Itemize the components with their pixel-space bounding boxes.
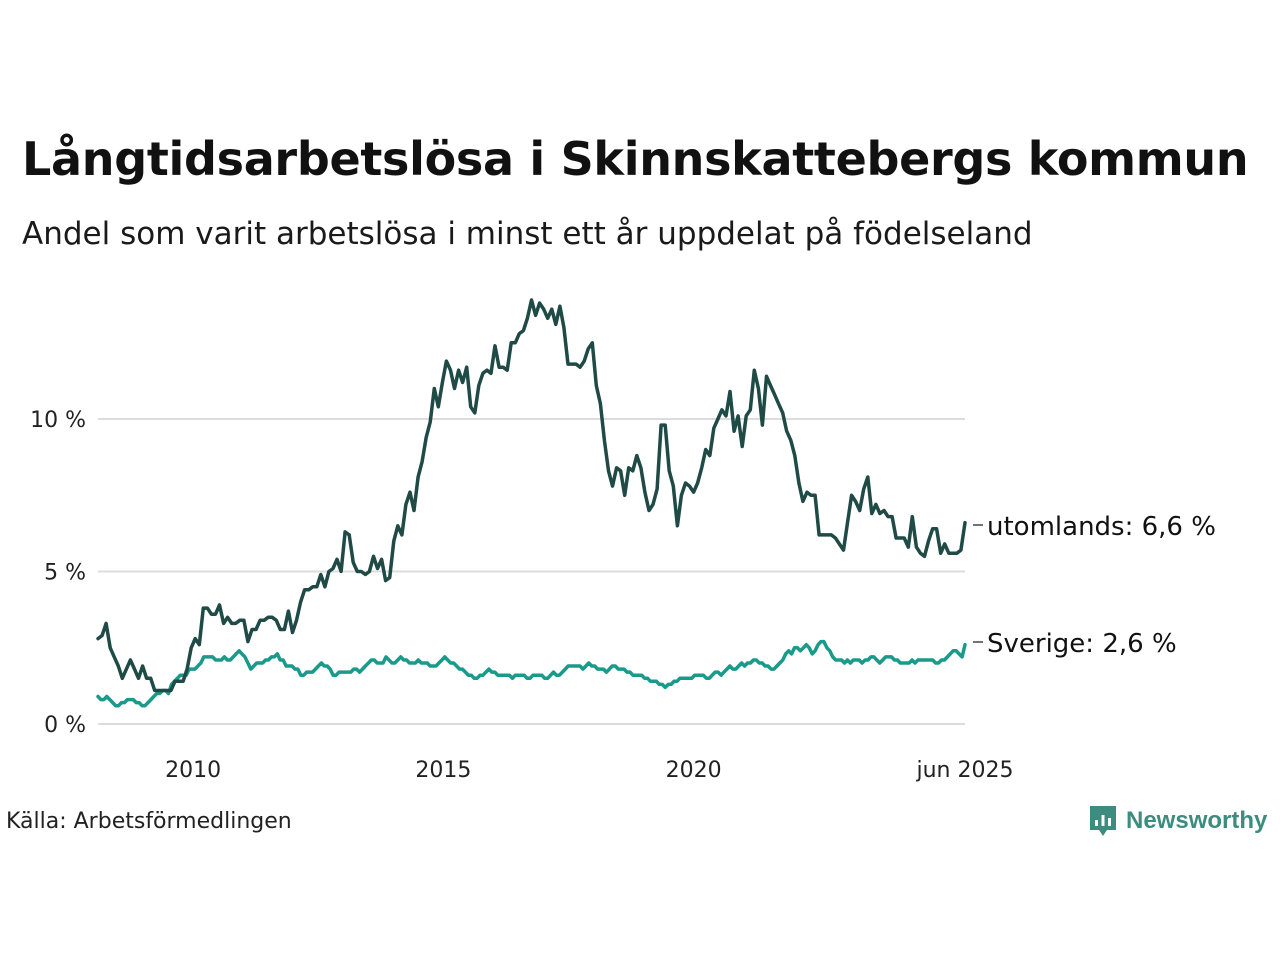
x-tick-label: 2015	[415, 758, 471, 783]
y-tick-label: 0 %	[44, 713, 86, 738]
series-end-labels: Sverige: 2,6 % utomlands: 6,6 %	[973, 512, 1216, 659]
x-tick-label: 2020	[666, 758, 722, 783]
chart-subtitle: Andel som varit arbetslösa i minst ett å…	[22, 216, 1033, 252]
newsworthy-logo-icon	[1090, 806, 1116, 836]
end-label-sverige: Sverige: 2,6 %	[987, 629, 1177, 659]
end-label-utomlands: utomlands: 6,6 %	[987, 512, 1216, 542]
x-axis-ticks: 2010 2015 2020 jun 2025	[165, 758, 1013, 783]
source-note: Källa: Arbetsförmedlingen	[6, 809, 292, 834]
brand-name: Newsworthy	[1126, 807, 1268, 834]
gridlines	[98, 418, 965, 725]
brand-logo: Newsworthy	[1088, 804, 1267, 838]
x-tick-label: jun 2025	[916, 758, 1014, 783]
series-lines	[96, 298, 967, 708]
y-tick-label: 10 %	[30, 408, 86, 433]
y-tick-label: 5 %	[44, 561, 86, 586]
x-tick-label: 2010	[165, 758, 221, 783]
chart-title: Långtidsarbetslösa i Skinnskattebergs ko…	[22, 132, 1249, 186]
line-chart: 0 % 5 % 10 % 2010 2015 2020 jun 2025 Sverige:…	[30, 298, 1216, 783]
series-line-sverige	[96, 639, 967, 708]
y-axis-ticks: 0 % 5 % 10 %	[30, 408, 86, 738]
series-line-utomlands	[96, 298, 967, 693]
